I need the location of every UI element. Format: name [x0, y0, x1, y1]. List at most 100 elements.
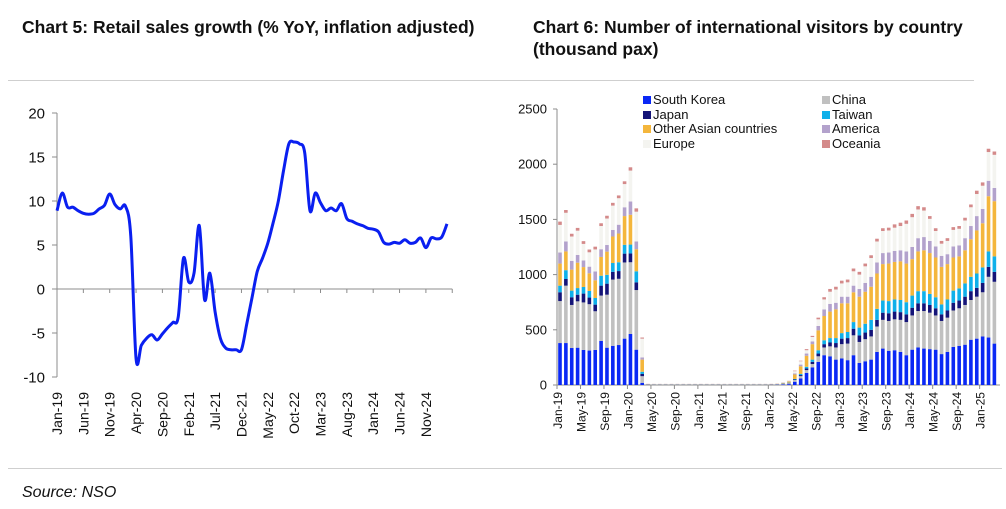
chart6-bar-taiwan: [986, 251, 991, 267]
chart6-bar-china: [851, 335, 856, 356]
chart6-bar-other-asian-countries: [558, 263, 562, 286]
chart6-bar-china: [963, 304, 967, 345]
chart6-bar-china: [869, 336, 873, 360]
chart6-bar-south-korea: [810, 367, 815, 385]
chart6-bar-oceania: [916, 206, 920, 210]
chart6-bar-taiwan: [875, 308, 879, 320]
chart6-bar-taiwan: [558, 285, 562, 293]
legend-swatch: [822, 125, 830, 133]
chart6-bar-america: [951, 246, 956, 258]
chart6-bar-stack: [974, 190, 979, 385]
chart6-bar-oceania: [581, 241, 586, 244]
chart6-bar-oceania: [804, 349, 809, 351]
chart6-bar-south-korea: [822, 355, 826, 385]
chart6-bar-japan: [904, 314, 909, 323]
chart6-bar-europe: [822, 299, 826, 310]
legend-swatch: [822, 111, 830, 119]
chart6-bar-oceania: [951, 227, 956, 230]
chart6-bar-stack: [722, 383, 727, 385]
chart6-bar-taiwan: [587, 290, 592, 298]
chart6-x-tick-label: Jan-23: [833, 392, 847, 429]
chart6-bar-south-korea: [892, 350, 897, 385]
chart6-bar-south-korea: [845, 360, 850, 385]
chart6-bar-south-korea: [634, 349, 639, 385]
chart6-bar-south-korea: [986, 337, 991, 385]
chart6-bar-stack: [898, 222, 903, 385]
chart6-bar-china: [957, 308, 961, 346]
chart6-bar-japan: [939, 314, 944, 321]
chart6-bar-europe: [616, 198, 621, 225]
chart6-bar-china: [581, 302, 586, 350]
legend-label: South Korea: [653, 92, 726, 107]
chart6-x-tick-label: Jan-21: [692, 392, 706, 429]
chart6-bar-south-korea: [605, 347, 609, 385]
chart6-bar-stack: [963, 217, 967, 385]
chart6-bar-south-korea: [611, 345, 615, 385]
chart6-bar-stack: [751, 383, 756, 385]
chart6-bar-china: [804, 370, 809, 373]
chart6-bar-other-asian-countries: [781, 382, 785, 384]
chart6-x-tick-label: Sep-19: [598, 392, 612, 431]
chart6-bar-taiwan: [845, 332, 850, 339]
chart6-bar-south-korea: [587, 350, 592, 385]
chart6-bar-oceania: [828, 288, 832, 292]
chart6-bar-south-korea: [945, 351, 950, 385]
chart6-bar-china: [992, 281, 997, 344]
chart6-bar-europe: [605, 218, 609, 246]
chart6-bar-europe: [851, 271, 856, 286]
chart6-bar-south-korea: [969, 339, 973, 385]
chart6-bar-china: [980, 292, 985, 337]
chart6-bar-stack: [834, 286, 838, 385]
chart6-bar-south-korea: [904, 355, 909, 385]
chart6-x-tick-label: Jan-22: [762, 392, 776, 429]
chart5-x-tick-label: Jun-24: [392, 392, 408, 435]
chart6-bar-stack: [646, 383, 650, 385]
chart6-bar-japan: [875, 319, 879, 327]
chart6-bar-japan: [564, 279, 568, 286]
chart6-bar-america: [892, 250, 897, 262]
chart6-bar-america: [851, 285, 856, 293]
chart6-bar-stack: [892, 224, 897, 385]
chart6-bar-other-asian-countries: [622, 216, 627, 245]
chart6-bar-america: [622, 207, 627, 217]
chart6-bar-taiwan: [640, 371, 644, 374]
chart5-x-tick-label: Jun-19: [75, 392, 91, 435]
chart6-bar-japan: [886, 313, 891, 321]
chart6-bar-china: [881, 319, 885, 349]
chart6-bar-europe: [904, 223, 909, 252]
chart6-bar-america: [605, 245, 609, 252]
chart6-bar-america: [581, 260, 586, 268]
chart6-bar-other-asian-countries: [939, 266, 944, 305]
chart6-bar-south-korea: [816, 361, 821, 385]
chart6-bar-other-asian-countries: [810, 344, 815, 360]
chart6-bar-stack: [704, 383, 709, 385]
chart6-bar-america: [804, 353, 809, 356]
chart6-bar-japan: [845, 338, 850, 344]
chart6-bar-stack: [687, 383, 691, 385]
chart6-bar-oceania: [569, 233, 574, 237]
chart6-bar-china: [593, 311, 598, 350]
chart6-bar-china: [611, 279, 615, 346]
chart6-bar-china: [933, 315, 938, 350]
chart6-bar-japan: [863, 332, 868, 340]
chart6-bar-america: [816, 325, 821, 331]
chart6-bar-other-asian-countries: [787, 381, 791, 383]
chart6-bar-other-asian-countries: [845, 303, 850, 333]
chart6-bar-stack: [669, 383, 674, 385]
chart6-bar-china: [969, 299, 973, 340]
chart6-bar-america: [916, 238, 920, 252]
chart6-bar-america: [845, 296, 850, 304]
chart6-bar-america: [945, 254, 950, 265]
chart6-bar-america: [616, 224, 621, 234]
chart6-bar-other-asian-countries: [640, 359, 644, 372]
chart6-bar-america: [828, 303, 832, 312]
chart6-bar-america: [634, 241, 639, 250]
chart6-bar-oceania: [992, 151, 997, 155]
chart6-bar-china: [916, 311, 920, 348]
chart6-bar-taiwan: [569, 290, 574, 298]
chart6-bar-south-korea: [910, 349, 914, 385]
chart6-bar-stack: [869, 255, 873, 385]
chart6-bar-china: [564, 285, 568, 344]
chart6-bar-south-korea: [781, 384, 785, 385]
